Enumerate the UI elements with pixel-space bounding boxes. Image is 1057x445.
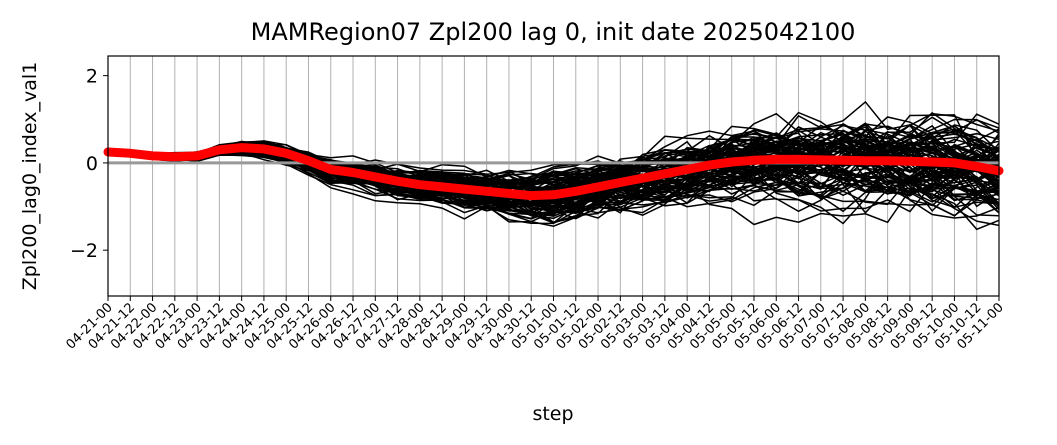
y-tick-label: 2 bbox=[86, 66, 98, 88]
ensemble-member-line bbox=[108, 143, 999, 216]
y-axis-label: Zpl200_lag0_index_val1 bbox=[19, 62, 41, 290]
y-tick-label: −2 bbox=[70, 240, 98, 262]
x-axis-label: step bbox=[532, 403, 573, 425]
y-tick-label: 0 bbox=[86, 153, 98, 175]
chart-title: MAMRegion07 Zpl200 lag 0, init date 2025… bbox=[251, 18, 856, 46]
ensemble-mean-line bbox=[103, 143, 1004, 201]
y-axis: −2 0 2 bbox=[70, 66, 108, 262]
mean-layer bbox=[103, 143, 1004, 201]
ensemble-member-line bbox=[108, 140, 999, 216]
